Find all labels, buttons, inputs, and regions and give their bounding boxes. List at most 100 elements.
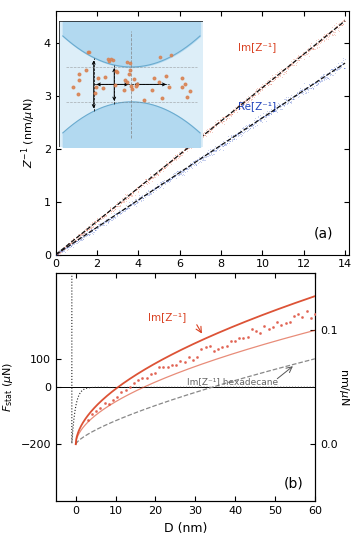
Point [61, 245, 67, 254]
Point [161, 162, 166, 171]
Point [220, 142, 226, 150]
Point [271, 75, 276, 83]
Point [314, 36, 319, 44]
Point [83, 232, 89, 241]
Point [200, 154, 206, 162]
Point [103, 211, 108, 219]
Point [291, 94, 297, 103]
Point [313, 79, 319, 87]
Point [311, 82, 316, 91]
Point [96, 221, 102, 229]
Point [125, 203, 130, 212]
Point [92, 225, 98, 234]
Point [113, 213, 118, 221]
Point [329, 30, 335, 39]
Point [189, 137, 195, 145]
Point [189, 140, 194, 149]
Point [257, 116, 263, 125]
Point [237, 103, 243, 112]
Point [71, 239, 77, 247]
Point [54, 248, 59, 256]
Point [150, 174, 156, 182]
Point [276, 71, 282, 80]
Point [99, 219, 105, 228]
Point [165, 177, 171, 185]
Point [182, 144, 188, 153]
Point [132, 186, 138, 195]
Point [213, 146, 219, 155]
Point [212, 144, 217, 152]
Point [276, 102, 282, 111]
Point [181, 146, 186, 154]
Point [289, 61, 295, 69]
Point [91, 221, 96, 230]
Point [72, 237, 77, 246]
Point [333, 65, 338, 73]
Point [243, 127, 248, 136]
Point [226, 110, 232, 119]
Point [259, 79, 265, 88]
Point [249, 93, 255, 101]
Point [212, 122, 217, 131]
Point [297, 84, 303, 92]
Point [215, 119, 220, 128]
Point [229, 132, 234, 141]
Point [273, 102, 278, 111]
Point [140, 178, 146, 187]
Point [108, 203, 113, 211]
Point [228, 110, 233, 119]
Point [267, 109, 273, 118]
Point [60, 244, 66, 253]
Point [142, 190, 148, 199]
Point [306, 88, 311, 96]
Point [251, 121, 256, 129]
Point [223, 140, 229, 149]
Point [286, 60, 292, 69]
Point [158, 182, 164, 190]
Point [54, 249, 60, 257]
Point [123, 201, 129, 210]
Point [220, 113, 226, 122]
Point [116, 209, 122, 217]
Point [117, 210, 123, 219]
Point [216, 146, 222, 154]
Point [163, 162, 168, 171]
Point [63, 242, 69, 251]
Point [157, 167, 163, 175]
Point [288, 99, 293, 108]
Point [285, 64, 291, 72]
Point [231, 106, 237, 115]
Y-axis label: $Z^{-1}$ (nm/$\mu$N): $Z^{-1}$ (nm/$\mu$N) [20, 97, 38, 168]
Point [274, 106, 279, 114]
Point [247, 91, 253, 100]
Point [134, 184, 139, 193]
Point [327, 68, 332, 76]
Point [96, 214, 102, 222]
Point [238, 100, 244, 109]
Point [86, 48, 92, 56]
Point [246, 121, 251, 130]
Point [123, 386, 129, 394]
Point [289, 93, 294, 101]
Point [233, 106, 238, 115]
Point [311, 78, 317, 87]
Point [221, 117, 227, 125]
Point [197, 157, 203, 166]
Point [337, 61, 343, 70]
Point [264, 80, 270, 88]
Point [209, 128, 215, 136]
Point [270, 73, 276, 82]
Point [274, 101, 280, 109]
Point [235, 102, 241, 110]
Point [279, 68, 284, 77]
Point [159, 164, 165, 173]
Point [253, 85, 259, 93]
Point [163, 159, 169, 168]
Point [92, 224, 98, 233]
Point [136, 195, 142, 203]
Point [175, 154, 180, 162]
Point [206, 128, 211, 137]
Point [228, 110, 234, 118]
Point [265, 110, 271, 119]
Point [88, 224, 94, 233]
